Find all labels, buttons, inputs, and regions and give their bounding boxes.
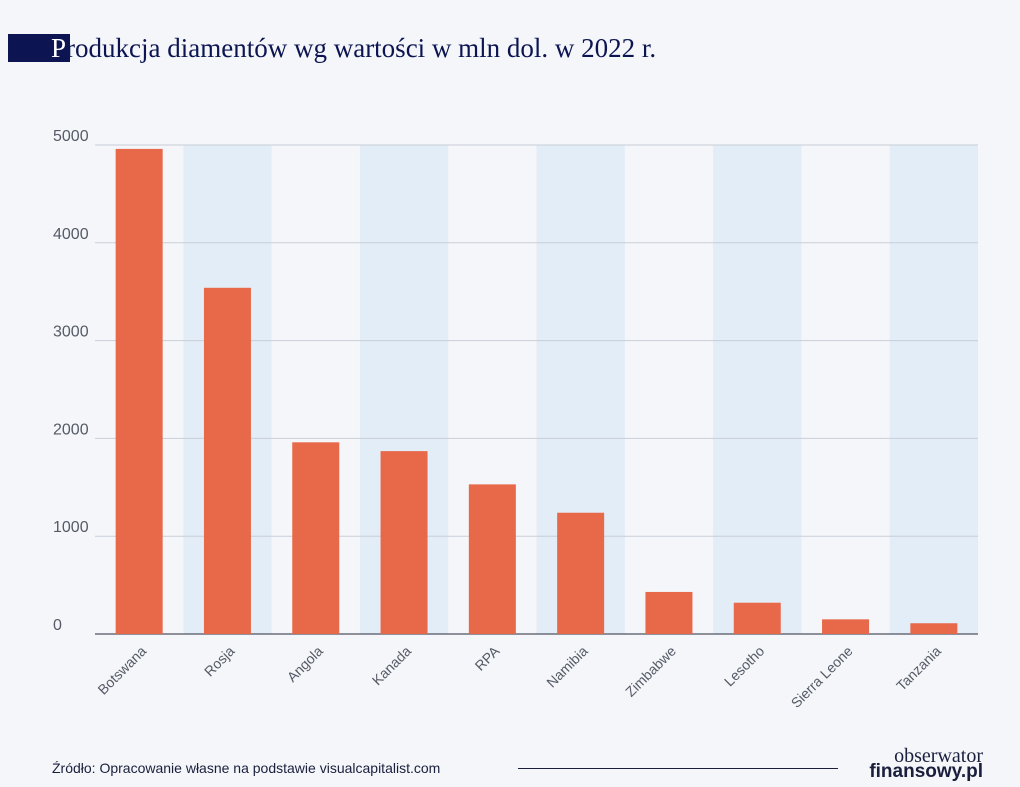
y-tick-label: 2000	[53, 421, 89, 438]
chart-title: Produkcja diamentów wg wartości w mln do…	[51, 33, 657, 63]
logo-line-1: obserwator	[894, 745, 983, 767]
bar-kanada	[380, 451, 428, 634]
y-tick-label: 0	[53, 617, 62, 634]
source-note: Źródło: Opracowanie własne na podstawie …	[52, 760, 441, 776]
bar-angola	[292, 442, 340, 634]
chart-title-block: Produkcja diamentów wg wartości w mln do…	[8, 34, 656, 62]
y-tick-label: 1000	[53, 519, 89, 536]
background-band	[713, 145, 802, 634]
bar-rpa	[468, 484, 516, 634]
y-tick-label: 5000	[53, 128, 89, 145]
bar-zimbabwe	[645, 591, 693, 634]
x-tick-label: Tanzania	[893, 643, 944, 694]
x-tick-label: Zimbabwe	[622, 643, 679, 700]
y-tick-label: 4000	[53, 226, 89, 243]
x-tick-label: Botswana	[94, 643, 149, 698]
bar-tanzania	[910, 623, 958, 634]
x-tick-label: Sierra Leone	[788, 643, 856, 711]
title-accent-bar	[8, 34, 70, 62]
x-tick-label: Angola	[284, 643, 326, 685]
logo-line-2: finansowy.pl	[869, 761, 983, 782]
background-band	[889, 145, 978, 634]
bar-sierra-leone	[822, 619, 870, 634]
bar-botswana	[115, 148, 163, 635]
bar-lesotho	[733, 602, 781, 634]
logo: obserwator finansowy.pl	[858, 745, 983, 782]
footer-divider	[518, 768, 838, 769]
x-tick-label: Namibia	[543, 643, 591, 691]
x-tick-label: Rosja	[201, 643, 238, 680]
x-tick-label: Kanada	[369, 643, 415, 689]
x-tick-label: RPA	[472, 642, 503, 673]
bar-namibia	[557, 512, 605, 634]
bar-rosja	[203, 287, 251, 634]
y-tick-label: 3000	[53, 324, 89, 341]
x-tick-label: Lesotho	[721, 643, 768, 690]
